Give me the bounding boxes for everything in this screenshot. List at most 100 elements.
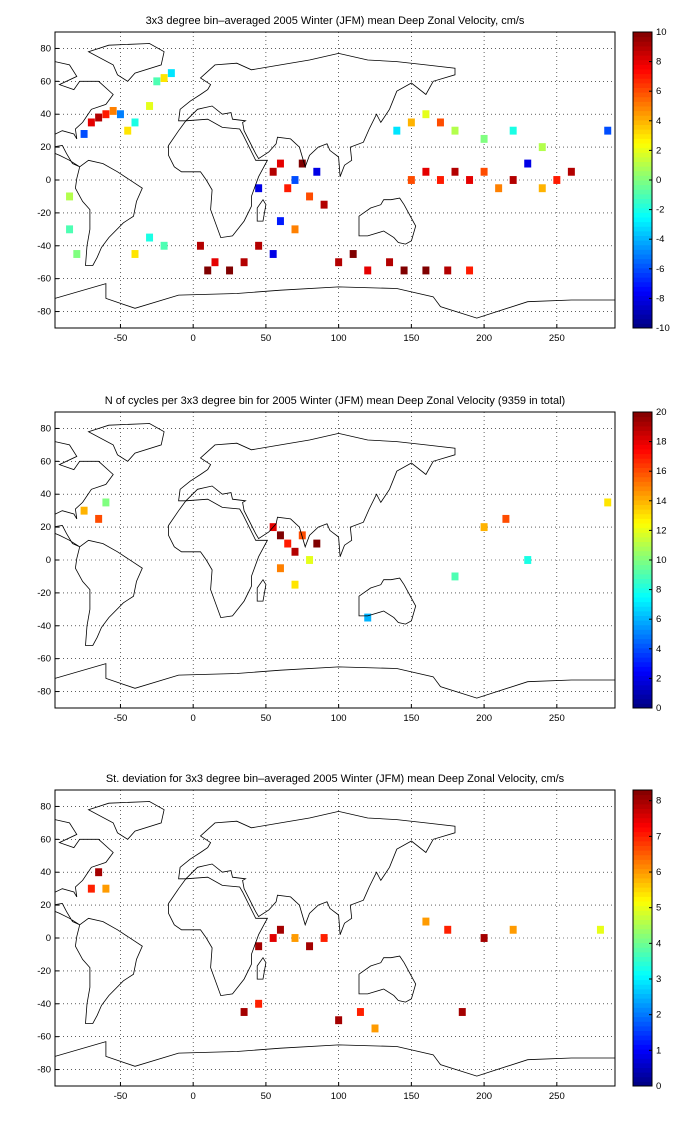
colorbar-segment [633, 859, 652, 865]
colorbar-tick-label: 10 [656, 27, 667, 38]
colorbar-tick-label: 2 [656, 1010, 661, 1021]
colorbar-segment [633, 472, 652, 478]
data-cell [255, 184, 263, 193]
colorbar-tick-label: 7 [656, 831, 661, 842]
colorbar-segment [633, 133, 652, 139]
colorbar-segment [633, 924, 652, 930]
colorbar-segment [633, 620, 652, 626]
colorbar-segment [633, 905, 652, 911]
data-cell [458, 1008, 466, 1016]
data-cell [364, 266, 372, 275]
colorbar-segment [633, 970, 652, 976]
x-tick-label: -50 [114, 333, 128, 344]
data-cell [291, 176, 299, 184]
data-cells [80, 498, 612, 622]
colorbar-segment [633, 295, 652, 301]
colorbar-tick-label: 0 [656, 703, 661, 714]
coastline [178, 52, 456, 177]
data-cell [276, 564, 284, 573]
colorbar-tick-label: 2 [656, 145, 661, 156]
colorbar-segment [633, 1030, 652, 1036]
colorbar-segment [633, 41, 652, 47]
colorbar-segment [633, 32, 652, 38]
colorbar-segment [633, 115, 652, 121]
colorbar-segment [633, 518, 652, 524]
data-cell [102, 110, 110, 119]
data-cell [436, 176, 444, 184]
data-cell [124, 126, 132, 135]
velocity-panel: 3x3 degree bin–averaged 2005 Winter (JFM… [37, 15, 669, 344]
colorbar-segment [633, 891, 652, 897]
colorbar-segment [633, 836, 652, 842]
colorbar-segment [633, 643, 652, 649]
colorbar-segment [633, 813, 652, 819]
colorbar-segment [633, 592, 652, 598]
y-tick-label: -20 [37, 588, 51, 599]
colorbar-segment [633, 421, 652, 427]
colorbar-segment [633, 254, 652, 260]
data-cell [269, 167, 277, 176]
colorbar-segment [633, 50, 652, 56]
colorbar-tick-label: 0 [656, 1081, 661, 1092]
colorbar-segment [633, 984, 652, 990]
colorbar-segment [633, 975, 652, 981]
data-cell [451, 126, 459, 135]
data-cell [436, 118, 444, 127]
colorbar-segment [633, 184, 652, 190]
data-cell [596, 925, 604, 934]
x-tick-label: 50 [261, 713, 272, 724]
colorbar-segment [633, 1062, 652, 1068]
x-tick-label: -50 [114, 1091, 128, 1102]
colorbar-segment [633, 896, 652, 902]
colorbar-segment [633, 435, 652, 441]
colorbar-segment [633, 82, 652, 88]
data-cell [495, 184, 503, 193]
coastline [256, 578, 267, 602]
coastline [55, 663, 615, 708]
colorbar-segment [633, 1002, 652, 1008]
colorbar-segment [633, 45, 652, 51]
colorbar-segment [633, 901, 652, 907]
colorbar-tick-label: 8 [656, 585, 661, 596]
y-tick-label: 60 [40, 834, 51, 845]
colorbar-segment [633, 550, 652, 556]
data-cell [102, 498, 110, 507]
data-cell [567, 167, 575, 176]
colorbar-segment [633, 110, 652, 116]
data-cell [364, 613, 372, 622]
colorbar-segment [633, 873, 652, 879]
data-cell [509, 126, 517, 135]
colorbar-segment [633, 652, 652, 658]
colorbar-segment [633, 323, 652, 329]
x-tick-label: 100 [331, 1091, 347, 1102]
colorbar-segment [633, 541, 652, 547]
panel-title: 3x3 degree bin–averaged 2005 Winter (JFM… [146, 15, 525, 27]
data-cell [451, 167, 459, 176]
y-tick-label: -20 [37, 208, 51, 219]
data-cell [604, 498, 612, 507]
coastline [358, 197, 417, 245]
colorbar-segment [633, 412, 652, 418]
colorbar-tick-label: 6 [656, 614, 661, 625]
coastline [358, 577, 417, 625]
data-cell [240, 258, 248, 267]
std-deviation-panel: St. deviation for 3x3 degree bin–average… [37, 773, 661, 1102]
data-cell [80, 130, 88, 138]
colorbar-segment [633, 129, 652, 135]
colorbar-segment [633, 961, 652, 967]
y-tick-label: 0 [46, 933, 51, 944]
colorbar-segment [633, 527, 652, 533]
coastlines [55, 801, 615, 1086]
colorbar-segment [633, 573, 652, 579]
colorbar-tick-label: 12 [656, 525, 667, 536]
data-cell [87, 884, 95, 893]
colorbar: 8 7 6 5 4 3 2 1 0 [632, 789, 661, 1092]
panel-title: St. deviation for 3x3 degree bin–average… [106, 773, 565, 785]
data-cell [66, 225, 74, 234]
y-tick-label: 40 [40, 867, 51, 878]
data-cell [102, 884, 110, 893]
colorbar-segment [633, 458, 652, 464]
y-tick-label: 80 [40, 43, 51, 54]
